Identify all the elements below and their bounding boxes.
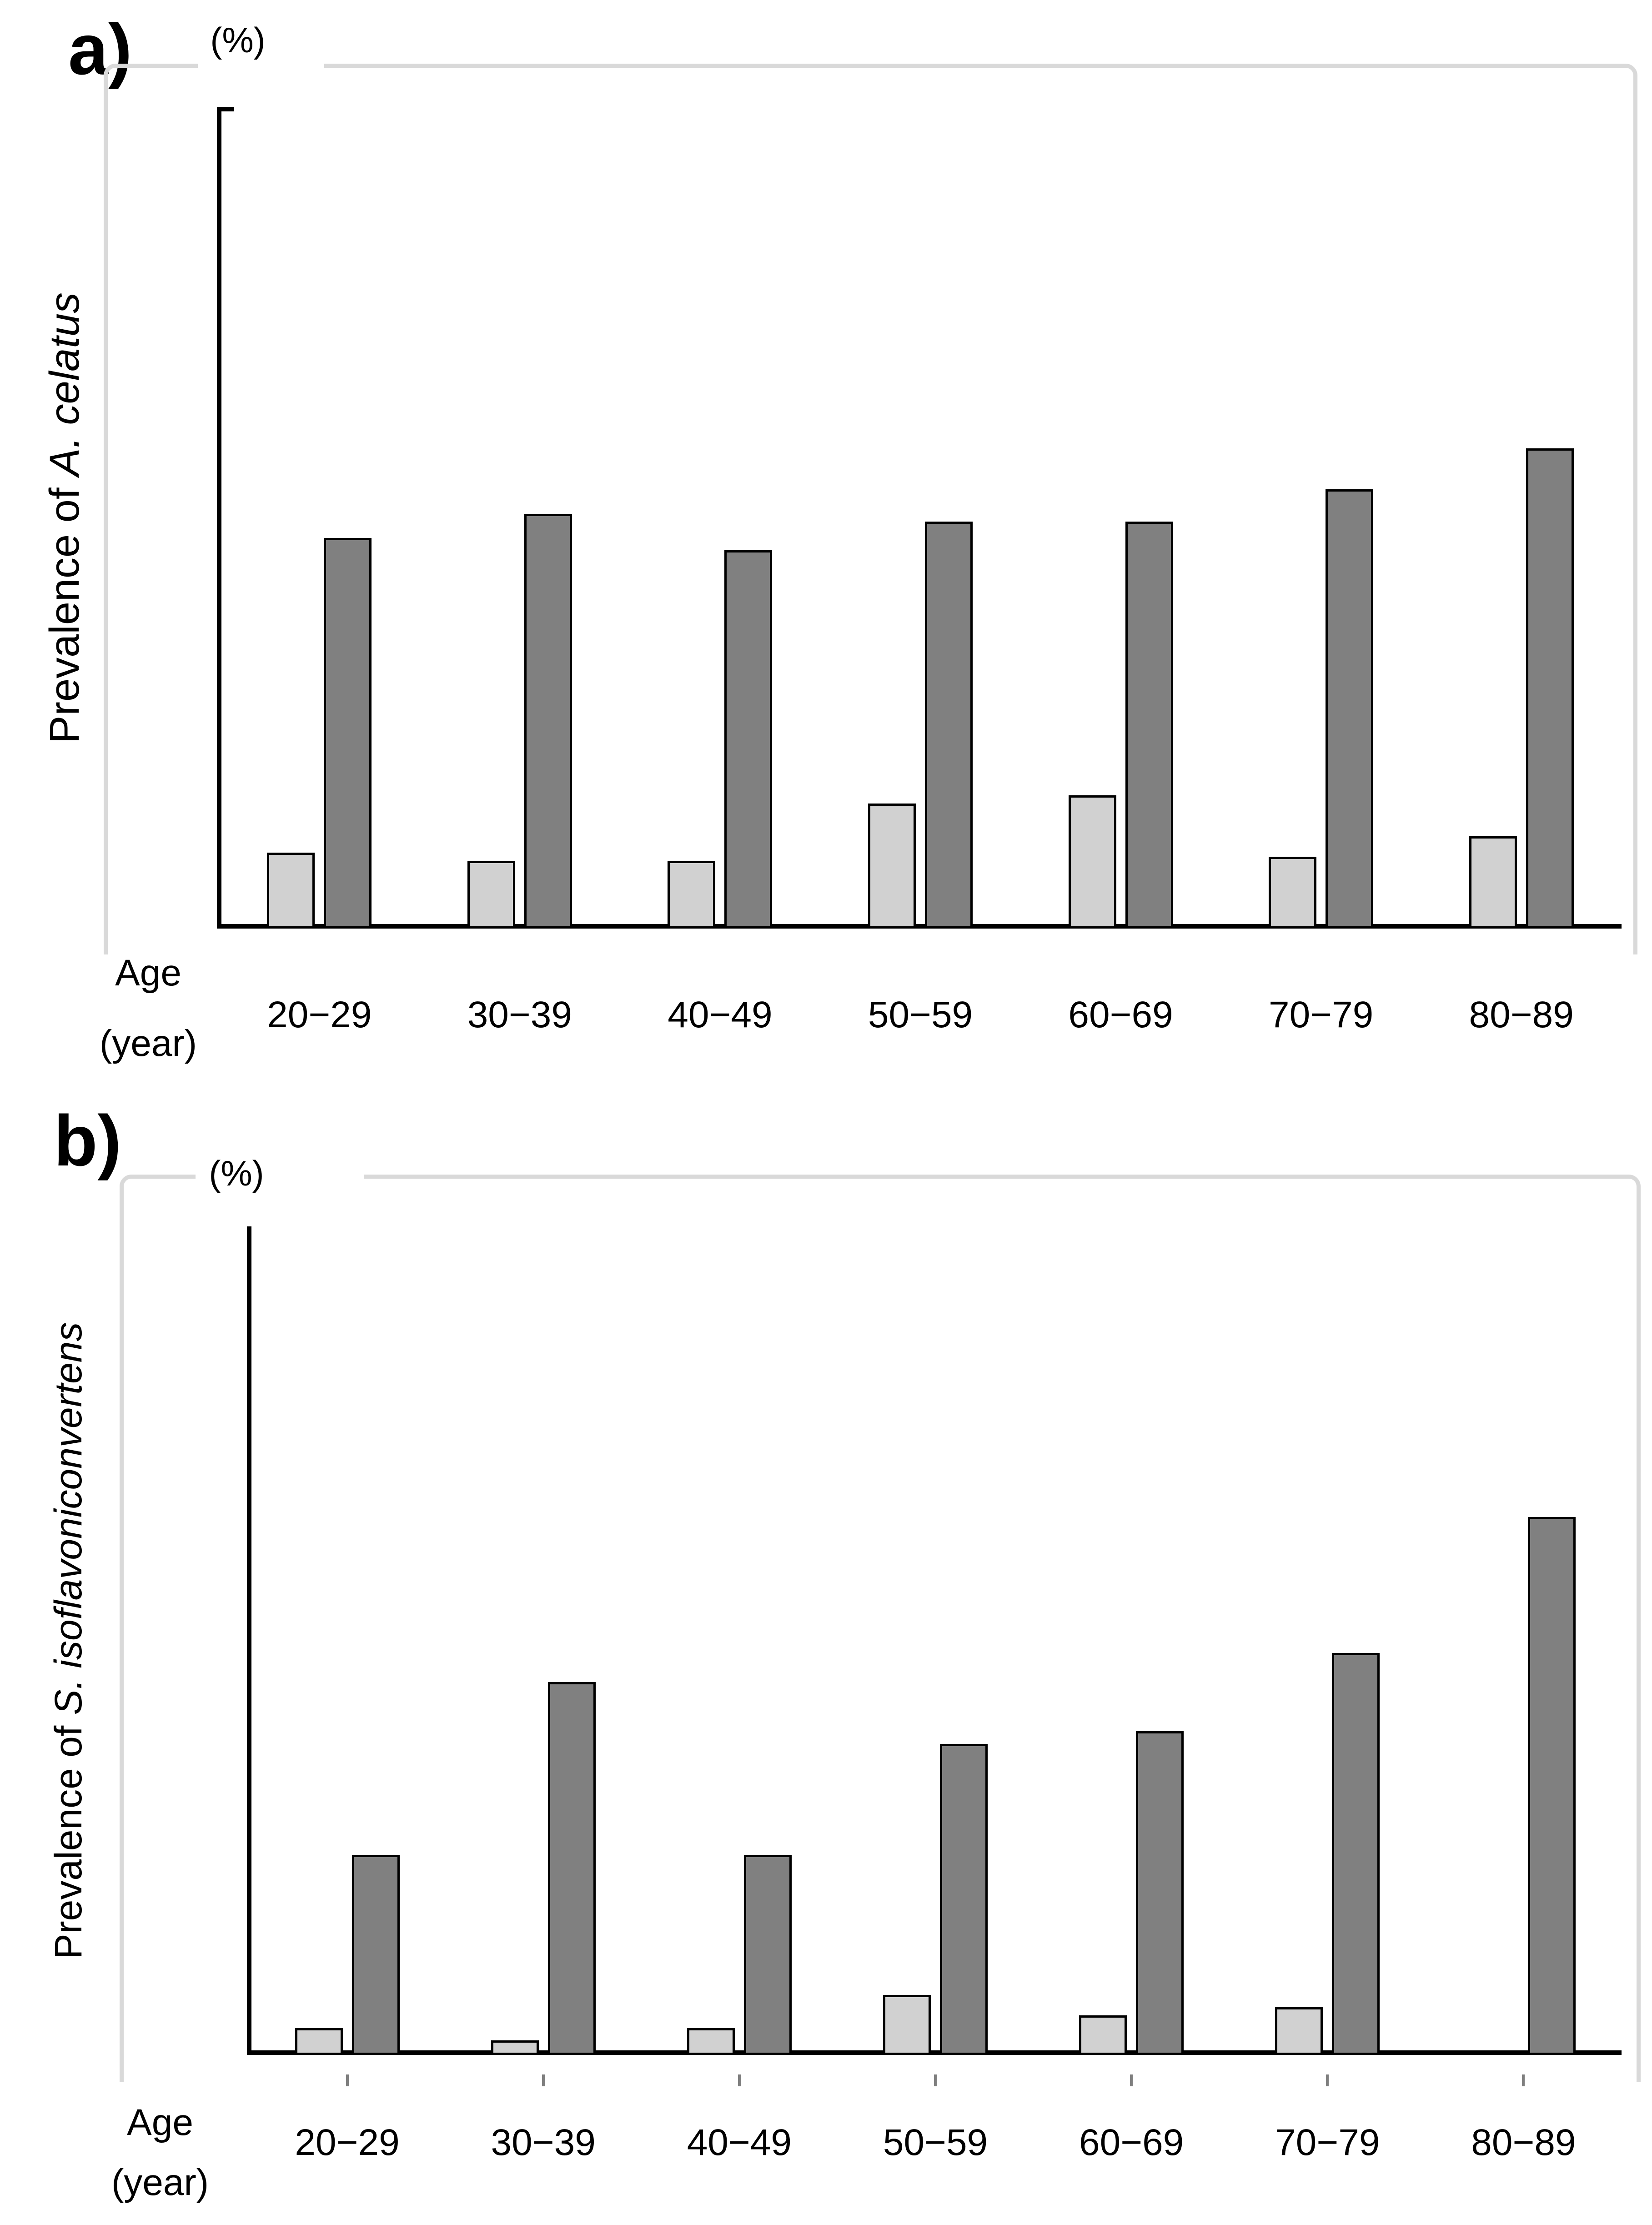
light-bar-30−39 (467, 861, 515, 929)
light-bar-70−79 (1275, 2007, 1323, 2055)
x-axis-category-tick (346, 2074, 349, 2086)
x-category-label: 50−59 (883, 2122, 988, 2163)
dark-bar-20−29 (351, 1855, 400, 2055)
panel-a-x-axis-title-line1: Age (115, 952, 181, 994)
dark-bar-50−59 (925, 522, 973, 929)
y-axis-title-species: S. isoflavoniconvertens (47, 1322, 90, 1715)
panel-b-x-axis-title-line2: (year) (111, 2162, 209, 2203)
y-axis-100-tick (219, 107, 234, 111)
x-category-label: 40−49 (668, 994, 773, 1035)
x-category-label: 30−39 (491, 2122, 596, 2163)
panel-b-percent-unit-label: (%) (202, 1153, 271, 1194)
x-axis-category-tick (542, 2074, 545, 2086)
panel-b-chart-frame (120, 1175, 1641, 2082)
x-category-label: 60−69 (1079, 2122, 1184, 2163)
dark-bar-20−29 (324, 538, 372, 929)
dark-bar-40−49 (743, 1855, 792, 2055)
x-axis-category-tick (1522, 2074, 1525, 2086)
dark-bar-50−59 (940, 1743, 988, 2055)
x-category-label: 60−69 (1068, 994, 1173, 1035)
x-category-label: 40−49 (687, 2122, 792, 2163)
y-axis-line (217, 107, 221, 929)
light-bar-60−69 (1068, 795, 1116, 929)
panel-a-x-axis-title-line2: (year) (99, 1023, 197, 1064)
x-category-label: 80−89 (1469, 994, 1574, 1035)
panel-b-y-axis-title: Prevalence of S. isoflavoniconvertens (47, 1322, 90, 1959)
light-bar-20−29 (295, 2028, 343, 2055)
y-axis-title-prefix: Prevalence of (41, 476, 88, 744)
x-axis-category-tick (1130, 2074, 1133, 2086)
light-bar-20−29 (267, 853, 315, 929)
panel-a-label: a) (68, 10, 132, 90)
x-category-label: 70−79 (1268, 994, 1374, 1035)
panel-b-x-axis-title-line1: Age (127, 2102, 193, 2143)
light-bar-30−39 (491, 2040, 539, 2055)
dark-bar-40−49 (724, 550, 773, 929)
x-axis-category-tick (1326, 2074, 1329, 2086)
panel-a-percent-unit-label: (%) (204, 20, 272, 60)
dark-bar-30−39 (547, 1682, 596, 2055)
light-bar-50−59 (883, 1995, 931, 2055)
dark-bar-60−69 (1125, 522, 1173, 929)
dark-bar-70−79 (1332, 1653, 1380, 2055)
x-category-label: 70−79 (1275, 2122, 1380, 2163)
x-axis-category-tick (738, 2074, 741, 2086)
light-bar-50−59 (868, 804, 916, 929)
y-axis-title-species: A. celatus (41, 292, 88, 476)
x-category-label: 20−29 (267, 994, 372, 1035)
x-axis-line (217, 924, 1622, 929)
panel-b-label: b) (54, 1101, 122, 1181)
panel-a-chart-frame (104, 64, 1637, 954)
dark-bar-70−79 (1326, 489, 1374, 929)
light-bar-40−49 (668, 861, 716, 929)
light-bar-40−49 (687, 2028, 735, 2055)
dark-bar-60−69 (1136, 1731, 1184, 2055)
light-bar-60−69 (1079, 2015, 1127, 2055)
x-axis-category-tick (934, 2074, 937, 2086)
x-category-label: 80−89 (1471, 2122, 1576, 2163)
panel-a-y-axis-title: Prevalence of A. celatus (41, 292, 88, 744)
y-axis-title-prefix: Prevalence of (47, 1715, 90, 1959)
light-bar-80−89 (1469, 836, 1517, 929)
dark-bar-80−89 (1526, 448, 1574, 929)
light-bar-70−79 (1269, 857, 1317, 929)
dark-bar-30−39 (524, 513, 572, 929)
x-category-label: 30−39 (467, 994, 572, 1035)
dark-bar-80−89 (1528, 1517, 1576, 2055)
x-category-label: 50−59 (868, 994, 973, 1035)
y-axis-line (247, 1226, 251, 2055)
x-category-label: 20−29 (295, 2122, 400, 2163)
x-axis-line (247, 2050, 1622, 2055)
